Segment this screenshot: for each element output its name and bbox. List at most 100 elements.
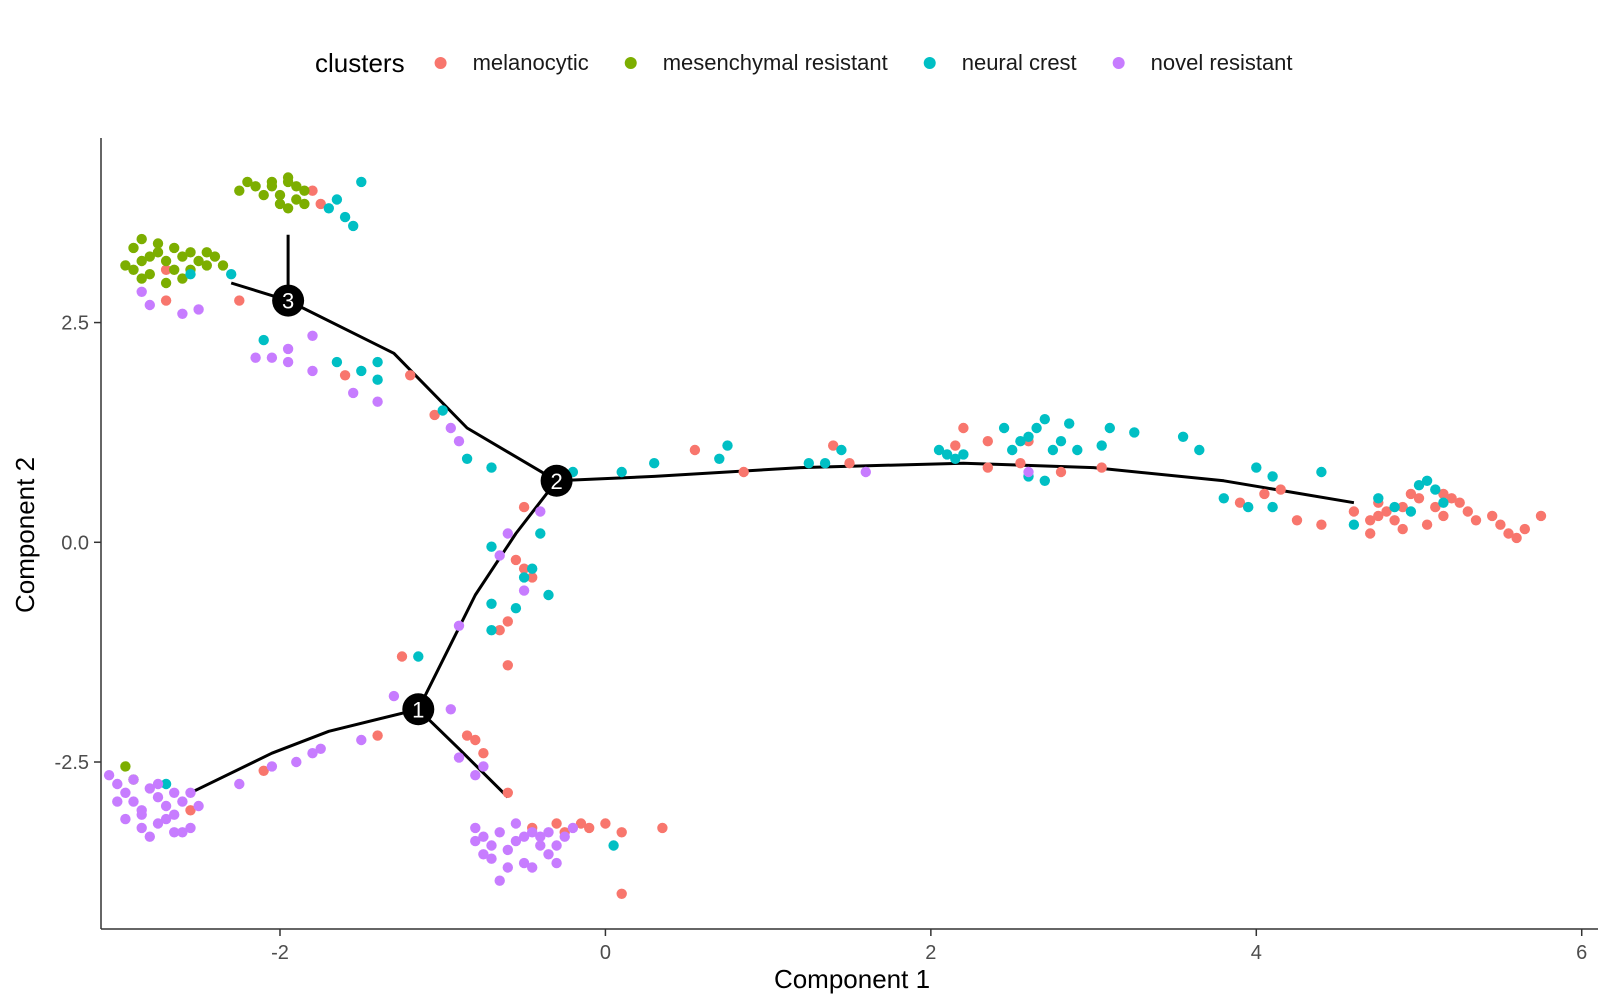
- data-point: [234, 778, 245, 790]
- data-point: [689, 444, 701, 456]
- branch-node-1: 1: [402, 693, 435, 726]
- data-point: [551, 818, 562, 829]
- data-point: [348, 220, 359, 232]
- y-axis-title: Component 2: [10, 457, 40, 613]
- data-point: [958, 422, 969, 434]
- data-point: [616, 466, 627, 478]
- data-point: [152, 818, 164, 829]
- data-point: [193, 304, 204, 315]
- data-point: [1348, 519, 1360, 530]
- legend-key-mesenchymal-resistant: [624, 57, 637, 69]
- data-point: [1177, 431, 1189, 442]
- branch-node-label: 3: [282, 289, 294, 314]
- data-point: [502, 862, 513, 873]
- data-point: [1275, 484, 1286, 495]
- data-point: [169, 809, 180, 820]
- data-point: [348, 387, 359, 399]
- data-point: [266, 181, 278, 192]
- data-point: [527, 572, 538, 583]
- data-point: [1421, 475, 1433, 486]
- data-point: [1373, 493, 1384, 504]
- data-point: [299, 198, 310, 210]
- data-point: [299, 185, 310, 196]
- data-point: [250, 352, 261, 363]
- data-point: [478, 761, 489, 772]
- legend: clusters melanocytic mesenchymal resistan…: [315, 48, 1293, 78]
- legend-key-neural-crest: [923, 57, 936, 69]
- data-point: [339, 211, 351, 223]
- y-axis-ticks: 2.5 0.0 -2.5: [55, 313, 101, 774]
- data-point: [331, 194, 343, 205]
- x-tick-label: 4: [1251, 942, 1262, 964]
- data-point: [494, 875, 505, 886]
- data-point: [144, 783, 155, 794]
- data-point: [494, 550, 505, 561]
- data-point: [502, 528, 513, 539]
- data-point: [657, 822, 668, 834]
- data-point: [1495, 519, 1506, 530]
- data-point: [177, 796, 188, 807]
- data-point: [160, 255, 172, 267]
- data-point: [1438, 497, 1449, 508]
- data-point: [160, 778, 172, 790]
- data-point: [282, 172, 294, 183]
- data-point: [1096, 440, 1107, 451]
- x-tick-label: -2: [271, 942, 289, 964]
- data-point: [339, 370, 351, 381]
- data-point: [323, 203, 334, 214]
- y-tick-label: -2.5: [55, 752, 89, 774]
- data-point: [1397, 501, 1408, 513]
- y-tick-label: 2.5: [61, 313, 89, 335]
- data-point: [160, 264, 172, 275]
- data-point: [258, 334, 269, 346]
- data-point: [535, 840, 546, 851]
- data-point: [282, 356, 294, 368]
- data-point: [169, 242, 180, 254]
- data-point: [1047, 444, 1059, 456]
- data-point: [567, 822, 579, 834]
- branch-node-2: 2: [540, 464, 573, 497]
- data-point: [1007, 444, 1018, 456]
- legend-label: melanocytic: [473, 50, 589, 75]
- data-point: [510, 554, 522, 566]
- data-point: [1291, 515, 1303, 526]
- data-point: [282, 343, 294, 355]
- data-point: [136, 822, 147, 834]
- data-point: [1454, 497, 1465, 508]
- data-point: [266, 352, 278, 363]
- data-point: [1381, 506, 1392, 517]
- data-point: [1243, 501, 1254, 513]
- data-point: [250, 181, 261, 192]
- data-point: [1023, 466, 1034, 478]
- data-point: [1023, 431, 1034, 442]
- series-neural-crest: [160, 176, 1449, 851]
- data-point: [120, 260, 131, 271]
- data-point: [356, 734, 367, 746]
- data-point: [1031, 422, 1042, 434]
- data-point: [152, 238, 164, 249]
- data-point: [128, 774, 139, 785]
- data-point: [1015, 458, 1026, 469]
- data-point: [510, 818, 522, 829]
- data-point: [1503, 528, 1514, 539]
- data-point: [1129, 427, 1140, 438]
- x-axis-title: Component 1: [774, 964, 930, 994]
- data-point: [950, 453, 961, 464]
- data-point: [136, 255, 147, 267]
- data-point: [535, 528, 546, 539]
- x-tick-label: 0: [600, 942, 611, 964]
- data-point: [177, 827, 188, 838]
- branch-node-marker: [402, 693, 435, 726]
- data-point: [103, 770, 115, 781]
- x-axis-ticks: -2 0 2 4 6: [271, 929, 1587, 964]
- data-point: [1194, 444, 1205, 456]
- data-point: [437, 405, 448, 416]
- data-point: [461, 730, 473, 741]
- data-point: [453, 436, 465, 447]
- data-point: [429, 409, 440, 421]
- data-point: [828, 440, 839, 451]
- data-point: [1373, 510, 1384, 522]
- data-point: [1348, 506, 1360, 517]
- data-point: [982, 462, 993, 473]
- legend-label: novel resistant: [1151, 50, 1293, 75]
